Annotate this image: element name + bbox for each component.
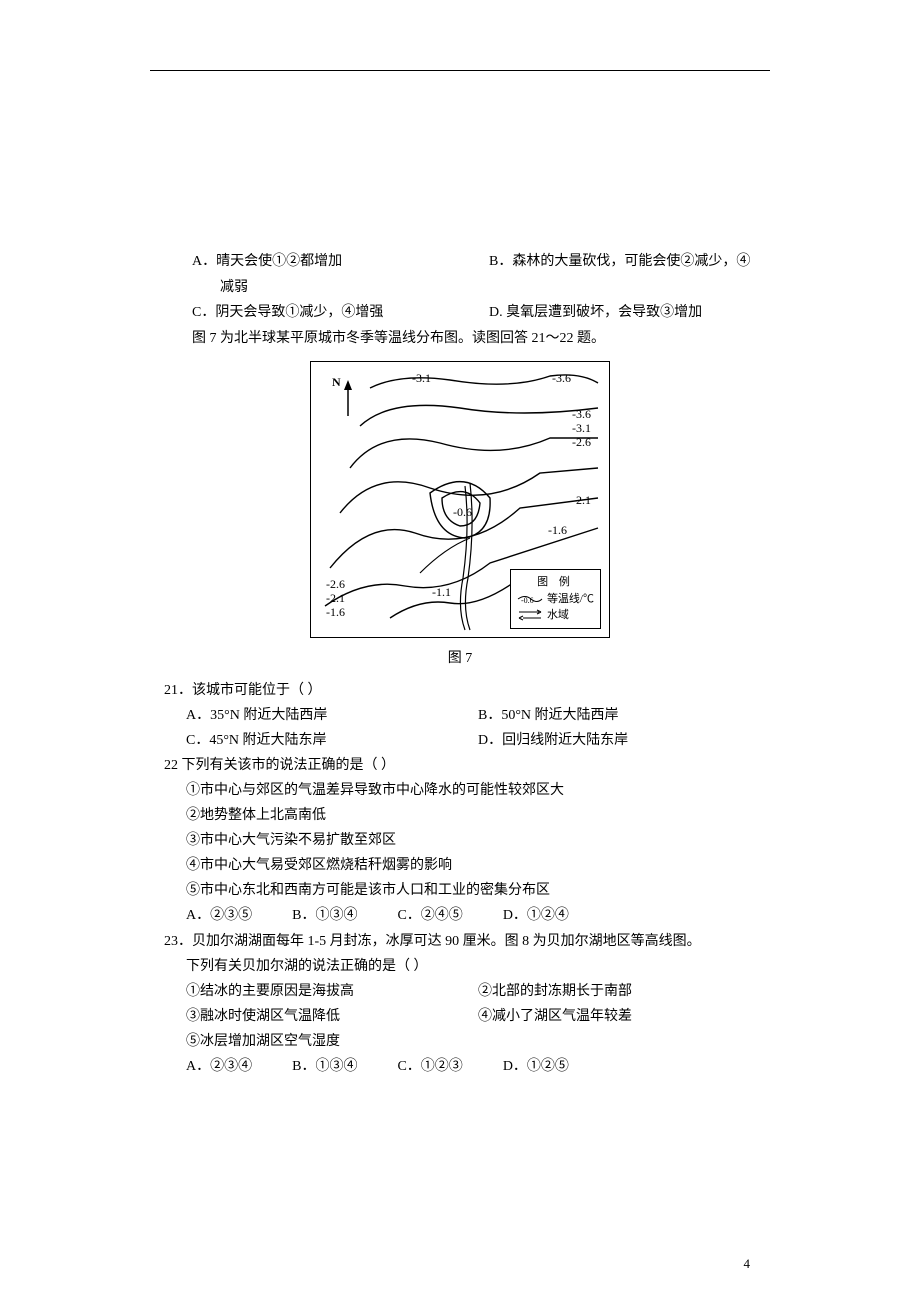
q22-s3: ③市中心大气污染不易扩散至郊区 <box>150 829 770 852</box>
svg-text:-3.1: -3.1 <box>412 371 431 385</box>
q22-options: A．②③⑤ B．①③④ C．②④⑤ D．①②④ <box>150 904 770 927</box>
q23-r2l: ③融冰时使湖区气温降低 <box>186 1005 478 1028</box>
figure7-caption: 图 7 <box>150 647 770 667</box>
intro-figure7: 图 7 为北半球某平原城市冬季等温线分布图。读图回答 21～22 题。 <box>150 328 770 350</box>
q21-options-cd: C．45°N 附近大陆东岸 D．回归线附近大陆东岸 <box>150 729 770 752</box>
q22-s5: ⑤市中心东北和西南方可能是该市人口和工业的密集分布区 <box>150 879 770 902</box>
option-row-ab: A．晴天会使①②都增加 B．森林的大量砍伐，可能会使②减少，④ <box>150 251 770 273</box>
north-arrow-icon <box>344 380 352 416</box>
q21-c: C．45°N 附近大陆东岸 <box>186 729 478 752</box>
q23-row2: ③融冰时使湖区气温降低 ④减小了湖区气温年较差 <box>150 1005 770 1028</box>
q22-s2: ②地势整体上北高南低 <box>150 804 770 827</box>
q21-stem: 21．该城市可能位于（ ） <box>150 679 770 702</box>
q22-b: B．①③④ <box>292 904 357 927</box>
q22-s4: ④市中心大气易受郊区燃烧秸秆烟雾的影响 <box>150 854 770 877</box>
svg-text:-3.1: -3.1 <box>572 421 591 435</box>
svg-text:-3.6: -3.6 <box>572 407 591 421</box>
svg-text:-2.6: -2.6 <box>572 435 591 449</box>
q23-row1: ①结冰的主要原因是海拔高 ②北部的封冻期长于南部 <box>150 980 770 1003</box>
legend-title: 图 例 <box>517 574 594 591</box>
q23-r2r: ④减小了湖区气温年较差 <box>478 1005 770 1028</box>
option-a: A．晴天会使①②都增加 <box>150 251 481 273</box>
figure7-box: N -3.1 -3.6 -3.6 -3.1 -2.6 -2.1 -1.6 -0.… <box>310 361 610 638</box>
figure7-legend: 图 例 -0.6 等温线/℃ 水域 <box>510 569 601 629</box>
q22-stem: 22 下列有关该市的说法正确的是（ ） <box>150 754 770 777</box>
svg-text:-3.6: -3.6 <box>552 371 571 385</box>
option-c: C．阴天会导致①减少，④增强 <box>150 302 481 324</box>
q22-c: C．②④⑤ <box>397 904 462 927</box>
option-b: B．森林的大量砍伐，可能会使②减少，④ <box>481 251 770 273</box>
legend-isotherm-icon: -0.6 <box>517 593 543 605</box>
q23-b: B．①③④ <box>292 1055 357 1078</box>
divider-top <box>150 70 770 71</box>
q23-options: A．②③④ B．①③④ C．①②③ D．①②⑤ <box>150 1055 770 1078</box>
exam-page: A．晴天会使①②都增加 B．森林的大量砍伐，可能会使②减少，④ 减弱 C．阴天会… <box>0 0 920 1302</box>
q21-a: A．35°N 附近大陆西岸 <box>186 704 478 727</box>
q22-d: D．①②④ <box>503 904 569 927</box>
n-label: N <box>332 375 341 389</box>
q23-c: C．①②③ <box>397 1055 462 1078</box>
q23-a: A．②③④ <box>186 1055 252 1078</box>
option-b-cont: 减弱 <box>150 277 770 299</box>
option-row-cd: C．阴天会导致①减少，④增强 D. 臭氧层遭到破坏，会导致③增加 <box>150 302 770 324</box>
q23-row3: ⑤冰层增加湖区空气湿度 <box>150 1030 770 1053</box>
svg-text:-1.1: -1.1 <box>432 585 451 599</box>
page-number: 4 <box>744 1256 751 1272</box>
q21-b: B．50°N 附近大陆西岸 <box>478 704 770 727</box>
q21-d: D．回归线附近大陆东岸 <box>478 729 770 752</box>
figure7-container: N -3.1 -3.6 -3.6 -3.1 -2.6 -2.1 -1.6 -0.… <box>150 361 770 667</box>
q23-r1r: ②北部的封冻期长于南部 <box>478 980 770 1003</box>
q21-options-ab: A．35°N 附近大陆西岸 B．50°N 附近大陆西岸 <box>150 704 770 727</box>
svg-text:-1.6: -1.6 <box>548 523 567 537</box>
q23-stem: 23．贝加尔湖湖面每年 1-5 月封冻，冰厚可达 90 厘米。图 8 为贝加尔湖… <box>150 930 770 953</box>
svg-text:-0.6: -0.6 <box>453 505 472 519</box>
svg-text:-2.6: -2.6 <box>326 577 345 591</box>
svg-text:-0.6: -0.6 <box>521 596 534 605</box>
q22-s1: ①市中心与郊区的气温差异导致市中心降水的可能性较郊区大 <box>150 779 770 802</box>
legend-water-row: 水域 <box>517 607 594 624</box>
q22-a: A．②③⑤ <box>186 904 252 927</box>
legend-water-label: 水域 <box>547 607 569 624</box>
option-d: D. 臭氧层遭到破坏，会导致③增加 <box>481 302 770 324</box>
svg-text:-1.6: -1.6 <box>326 605 345 619</box>
svg-text:-2.1: -2.1 <box>572 493 591 507</box>
q23-r1l: ①结冰的主要原因是海拔高 <box>186 980 478 1003</box>
legend-water-icon <box>517 609 543 621</box>
legend-isotherm-row: -0.6 等温线/℃ <box>517 591 594 608</box>
q23-stem2: 下列有关贝加尔湖的说法正确的是（ ） <box>150 955 770 978</box>
legend-isotherm-label: 等温线/℃ <box>547 591 594 608</box>
svg-text:-2.1: -2.1 <box>326 591 345 605</box>
q23-d: D．①②⑤ <box>503 1055 569 1078</box>
